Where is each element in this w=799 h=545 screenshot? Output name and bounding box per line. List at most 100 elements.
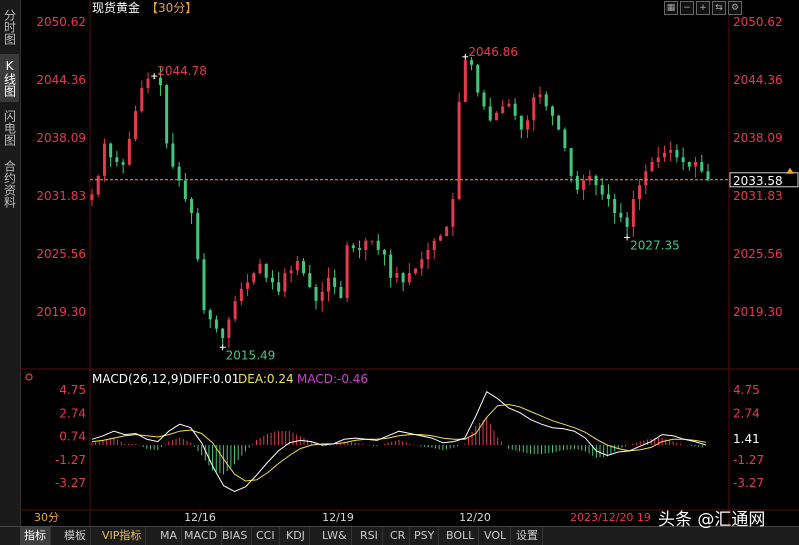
current-price-label: 2033.58 — [733, 174, 783, 188]
macd-tick-left: -1.27 — [55, 453, 86, 467]
candle-body — [606, 194, 610, 200]
candle-body — [358, 248, 362, 250]
candle-body — [588, 175, 592, 181]
indicator-tab[interactable]: CR — [386, 527, 411, 545]
time-readout: 2023/12/20 19 — [570, 511, 651, 524]
macd-tick-right: -1.27 — [733, 453, 764, 467]
indicator-tab[interactable]: MA — [156, 527, 183, 545]
low-annotation: 2015.49 — [226, 348, 276, 362]
candle-body — [470, 60, 474, 65]
candle-body — [600, 185, 604, 195]
candle-body — [463, 60, 467, 102]
candle-body — [102, 143, 106, 176]
candle-body — [650, 162, 654, 172]
minus-icon[interactable]: − — [680, 1, 694, 15]
candle-body — [557, 115, 561, 130]
candle-body — [127, 138, 131, 165]
sidebar-item-kline[interactable]: K线图 — [0, 54, 19, 102]
candle-body — [420, 259, 424, 269]
macd-tick-right: -3.27 — [733, 476, 764, 490]
candle-body — [295, 261, 299, 271]
grid-icon[interactable]: ▦ — [664, 1, 678, 15]
price-tick-left: 2031.83 — [36, 189, 86, 203]
chart-area[interactable]: 2050.62 2050.62 2044.36 2044.36 2038.09 2038.… — [0, 0, 799, 526]
candle-body — [351, 245, 355, 249]
candle-body — [594, 175, 598, 186]
indicator-tab[interactable]: KDJ — [282, 527, 310, 545]
macd-settings-icon — [25, 373, 33, 381]
candle-body — [283, 273, 287, 292]
candle-body — [638, 185, 642, 200]
candle-body — [432, 240, 436, 250]
indicator-tab[interactable]: 设置 — [512, 527, 543, 545]
candle-body — [277, 282, 281, 292]
indicator-tab[interactable]: VIP指标 — [98, 527, 147, 545]
candle-body — [370, 240, 374, 242]
plus-icon[interactable]: + — [696, 1, 710, 15]
candle-body — [389, 254, 393, 278]
candle-body — [644, 171, 648, 186]
candle-body — [700, 162, 704, 172]
candle-body — [681, 157, 685, 162]
current-price-arrow — [786, 167, 794, 174]
candle-body — [507, 103, 511, 107]
candle-body — [190, 199, 194, 213]
macd-tick-right: 2.74 — [733, 406, 760, 420]
candle-body — [669, 149, 673, 153]
indicator-tab[interactable]: BIAS — [218, 527, 253, 545]
candle-body — [675, 149, 679, 158]
price-tick-left: 2044.36 — [36, 73, 86, 87]
indicator-tab[interactable]: MACD — [180, 527, 222, 545]
candle-body — [438, 236, 442, 241]
candle-body — [550, 106, 554, 116]
settings-icon[interactable]: ⚙ — [728, 1, 742, 15]
candle-body — [196, 212, 200, 260]
price-tick-right: 2031.83 — [733, 189, 783, 203]
candle-body — [631, 199, 635, 227]
time-tick-label: 12/19 — [322, 511, 354, 524]
candle-body — [488, 106, 492, 121]
candle-body — [214, 319, 218, 329]
candle-body — [177, 166, 181, 181]
indicator-tab[interactable]: BOLL — [442, 527, 480, 545]
candle-body — [494, 112, 498, 121]
switch-icon[interactable]: ⇆ — [712, 1, 726, 15]
candle-body — [476, 64, 480, 93]
candle-body — [221, 328, 225, 338]
price-tick-right: 2038.09 — [733, 131, 783, 145]
candle-body — [407, 273, 411, 283]
indicator-tab[interactable]: CCI — [252, 527, 280, 545]
candle-body — [158, 77, 162, 86]
candle-body — [513, 103, 517, 116]
indicator-tab[interactable]: PSY — [410, 527, 440, 545]
dea-line — [91, 403, 707, 482]
candle-body — [333, 277, 337, 287]
sidebar-item-timeshare[interactable]: 分时图 — [2, 9, 17, 45]
indicator-tab[interactable]: 模板 — [60, 527, 91, 545]
candle-body — [482, 92, 486, 107]
price-tick-right: 2044.36 — [733, 73, 783, 87]
candle-body — [208, 310, 212, 320]
indicator-tab[interactable]: RSI — [356, 527, 383, 545]
macd-current-label: 1.41 — [733, 432, 760, 446]
macd-tick-left: 4.75 — [59, 383, 86, 397]
sidebar-item-lightning[interactable]: 闪电图 — [2, 110, 17, 146]
candle-body — [582, 180, 586, 190]
candle-body — [246, 282, 250, 289]
candle-body — [109, 143, 113, 158]
low-annotation: 2027.35 — [630, 238, 680, 252]
indicator-tab[interactable]: 指标 — [20, 527, 51, 545]
candle-body — [395, 273, 399, 278]
candle-body — [625, 217, 629, 227]
candle-body — [308, 273, 312, 287]
macd-legend-diff: DIFF:0.01 — [183, 372, 239, 386]
candle-body — [326, 277, 330, 292]
price-tick-right: 2025.56 — [733, 247, 783, 261]
sidebar-item-contract-info[interactable]: 合约资料 — [2, 160, 17, 208]
candle-body — [233, 300, 237, 320]
candle-body — [320, 291, 324, 301]
indicator-tab[interactable]: LW& — [318, 527, 352, 545]
candle-body — [339, 287, 343, 299]
indicator-tab[interactable]: VOL — [480, 527, 512, 545]
time-tick-label: 12/20 — [459, 511, 491, 524]
